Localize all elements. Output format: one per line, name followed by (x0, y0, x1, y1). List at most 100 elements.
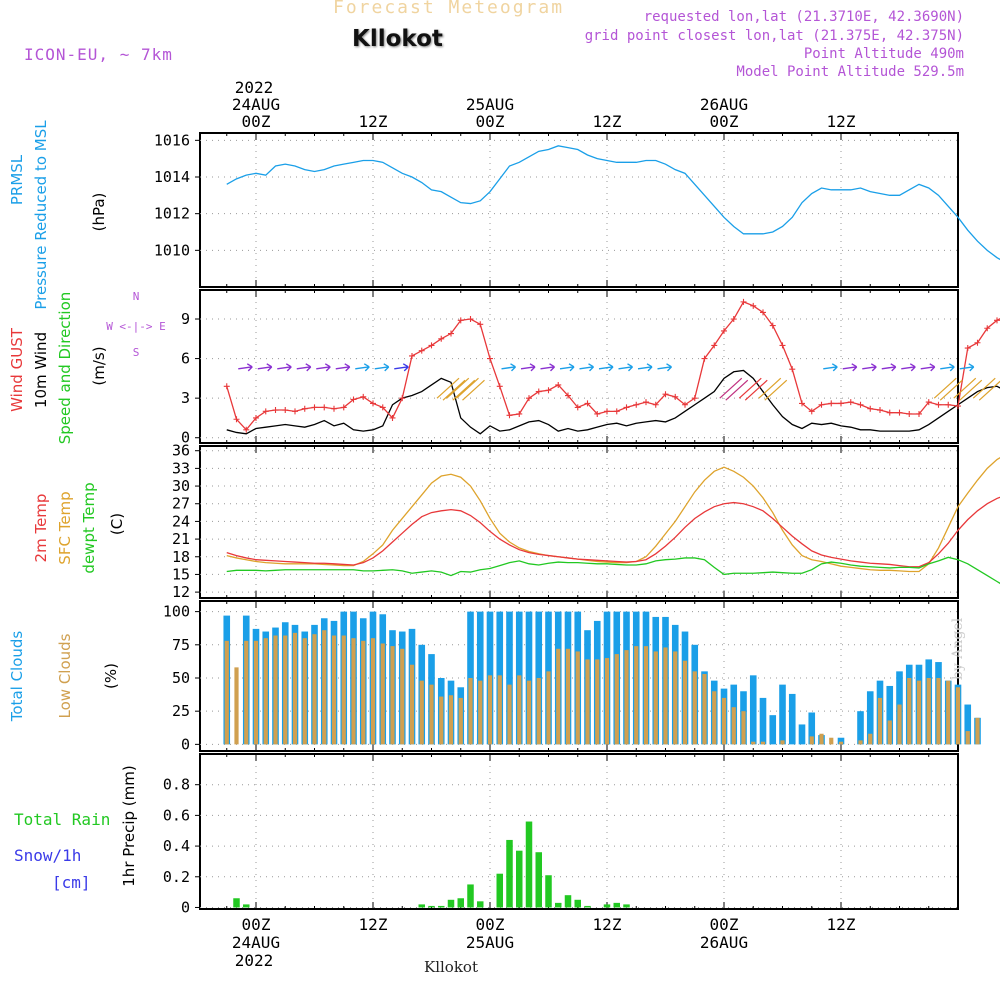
wind-gust-line-marker (662, 391, 669, 398)
rain-bar (457, 898, 464, 908)
precip-label: 1hr Precip (mm) (120, 765, 138, 886)
rain-bar (243, 904, 250, 908)
wind-gust-fan (436, 377, 466, 401)
low-clouds-bar (858, 740, 863, 745)
low-clouds-bar (702, 674, 707, 745)
y-tick-label-clouds: 75 (172, 636, 190, 654)
low-clouds-bar (409, 664, 415, 745)
watermark: by Angel (950, 617, 966, 680)
wind-direction-arrow (238, 363, 253, 372)
wind-gust-line-marker (828, 400, 835, 407)
wind-gust-line-marker (496, 383, 503, 390)
rain-bar (623, 904, 630, 908)
page-title: Kllokot (352, 26, 443, 52)
wind-direction-arrow (559, 363, 575, 372)
low-clouds-bar (263, 638, 268, 745)
wind-direction-arrow (940, 363, 955, 372)
top-day-label: 25AUG (466, 95, 514, 114)
wind-gust-line-marker (311, 404, 318, 411)
low-clouds-bar (331, 635, 337, 745)
wind-gust-line-marker (682, 401, 688, 408)
wind-gust-line-marker (847, 399, 854, 406)
low-clouds-bar (916, 680, 922, 745)
wind-direction-arrow (920, 363, 936, 372)
wind-gust-line-marker (623, 404, 630, 411)
wind-gust-line-marker (467, 316, 474, 323)
low-clouds-bar (468, 677, 473, 745)
bottom-year-label: 2022 (235, 951, 274, 970)
y-tick-label-precip: 0 (181, 898, 190, 916)
wind-gust-line-marker (535, 388, 542, 395)
rain-bar (613, 902, 620, 908)
wind-direction-arrow (657, 363, 672, 372)
low-clouds-bar (682, 660, 688, 745)
compass-south: S (133, 346, 140, 359)
wind-gust-line-marker (418, 347, 425, 354)
low-clouds-bar (273, 635, 278, 745)
y-tick-label-clouds: 50 (172, 669, 190, 687)
total-clouds-bar (886, 685, 894, 745)
low-clouds-bar (751, 741, 756, 745)
y-tick-label-pressure: 1012 (154, 205, 190, 223)
wind-direction-arrow (277, 363, 292, 372)
temp-2m-label: 2m Temp (32, 494, 50, 563)
wind-gust-line-marker (857, 401, 864, 408)
low-clouds-bar (926, 677, 931, 745)
top-hour-label: 12Z (593, 112, 622, 131)
compass-north: N (133, 290, 140, 303)
wind-gust-line-marker (574, 404, 581, 411)
total-clouds-bar (866, 691, 874, 745)
y-tick-label-precip: 0.2 (163, 868, 190, 886)
wind-gust-line-marker (604, 408, 610, 415)
wind-gust-line-marker (233, 416, 240, 423)
wind-gust-line-marker (428, 342, 435, 349)
low-clouds-bar (663, 647, 668, 745)
wind-gust-line-marker (779, 342, 786, 349)
wind-direction-arrow (862, 363, 877, 372)
wind-gust-line-marker (945, 401, 952, 408)
wind-direction-label: Speed and Direction (56, 292, 74, 445)
wind-gust-line-marker (409, 352, 415, 359)
compass-west-east: W <-|-> E (106, 320, 166, 333)
low-clouds-bar (897, 704, 902, 745)
y-tick-label-temperature: 24 (172, 512, 190, 530)
wind-gust-line-marker (896, 409, 903, 416)
low-clouds-bar (887, 720, 892, 745)
wind-gust-line-marker (321, 404, 328, 411)
y-tick-label-temperature: 18 (172, 548, 190, 566)
low-clouds-bar (351, 638, 356, 745)
wind-gust-line-marker (974, 339, 981, 346)
total-clouds-bar (749, 675, 757, 745)
panel-frame-temperature (199, 445, 959, 599)
rain-bar (428, 905, 435, 908)
wind-direction-arrow (901, 363, 916, 372)
low-clouds-bar (634, 646, 639, 745)
y-tick-label-wind: 6 (181, 350, 190, 368)
panel-frame-pressure (199, 132, 959, 288)
wind-gust-line-marker (750, 302, 757, 309)
bottom-hour-label: 12Z (593, 915, 622, 934)
wind-unit: (m/s) (90, 346, 108, 385)
top-year-label: 2022 (235, 78, 274, 97)
wind-gust-line-marker (253, 414, 259, 421)
bottom-day-label: 26AUG (700, 933, 748, 952)
sfc-temp-line (226, 456, 1000, 573)
bottom-hour-label: 12Z (359, 915, 388, 934)
bottom-day-label: 24AUG (232, 933, 280, 952)
pressure-unit: (hPa) (90, 193, 108, 232)
low-clouds-bar (419, 680, 424, 745)
low-clouds-bar (936, 677, 941, 745)
y-tick-label-temperature: 21 (172, 530, 190, 548)
low-clouds-bar (536, 677, 541, 745)
model-label: ICON-EU, ~ 7km (24, 45, 173, 64)
dewpoint-label: dewpt Temp (80, 482, 98, 573)
rain-bar (447, 899, 455, 908)
wind-direction-arrow (842, 363, 858, 372)
rain-bar (525, 821, 533, 908)
bottom-hour-label: 00Z (476, 915, 505, 934)
bottom-hour-label: 00Z (242, 915, 271, 934)
wind-gust-line-marker (262, 408, 269, 415)
low-clouds-bar (780, 740, 785, 745)
top-hour-label: 00Z (476, 112, 505, 131)
